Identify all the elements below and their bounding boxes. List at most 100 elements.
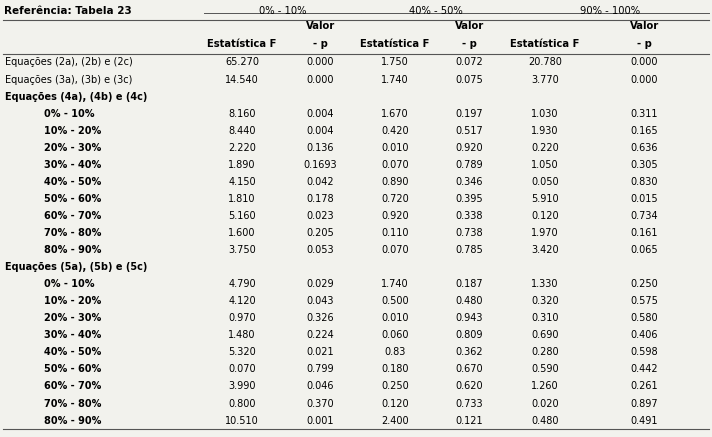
Text: Valor: Valor (455, 21, 484, 31)
Text: Valor: Valor (630, 21, 659, 31)
Text: 0.001: 0.001 (307, 416, 334, 426)
Text: 40% - 50%: 40% - 50% (43, 177, 101, 187)
Text: 0.000: 0.000 (307, 57, 334, 67)
Text: 5.910: 5.910 (531, 194, 559, 204)
Text: 0.970: 0.970 (228, 313, 256, 323)
Text: 2.220: 2.220 (228, 143, 256, 153)
Text: 0.023: 0.023 (306, 211, 334, 221)
Text: 0.305: 0.305 (631, 160, 659, 170)
Text: 0.943: 0.943 (456, 313, 483, 323)
Text: 1.890: 1.890 (228, 160, 256, 170)
Text: 0.165: 0.165 (631, 126, 659, 135)
Text: 0.000: 0.000 (631, 75, 659, 84)
Text: 0.180: 0.180 (381, 364, 409, 375)
Text: 0.261: 0.261 (631, 382, 659, 392)
Text: 5.160: 5.160 (228, 211, 256, 221)
Text: 0.161: 0.161 (631, 228, 659, 238)
Text: 0.053: 0.053 (306, 245, 334, 255)
Text: 0.224: 0.224 (306, 330, 334, 340)
Text: 0.920: 0.920 (381, 211, 409, 221)
Text: 0.800: 0.800 (228, 399, 256, 409)
Text: 0.021: 0.021 (306, 347, 334, 357)
Text: 3.750: 3.750 (228, 245, 256, 255)
Text: 4.790: 4.790 (228, 279, 256, 289)
Text: 0.362: 0.362 (456, 347, 483, 357)
Text: 90% - 100%: 90% - 100% (580, 6, 639, 16)
Text: 0.442: 0.442 (631, 364, 659, 375)
Text: 0.1693: 0.1693 (303, 160, 337, 170)
Text: 0.320: 0.320 (531, 296, 559, 306)
Text: 0.060: 0.060 (381, 330, 409, 340)
Text: 0.042: 0.042 (306, 177, 334, 187)
Text: 0.120: 0.120 (531, 211, 559, 221)
Text: Equações (5a), (5b) e (5c): Equações (5a), (5b) e (5c) (5, 262, 147, 272)
Text: 1.810: 1.810 (228, 194, 256, 204)
Text: Estatística F: Estatística F (511, 39, 580, 49)
Text: 0.121: 0.121 (456, 416, 483, 426)
Text: 0.738: 0.738 (456, 228, 483, 238)
Text: 30% - 40%: 30% - 40% (43, 330, 101, 340)
Text: 0.580: 0.580 (631, 313, 659, 323)
Text: 0.197: 0.197 (456, 109, 483, 118)
Text: 0.897: 0.897 (631, 399, 659, 409)
Text: 0.110: 0.110 (381, 228, 409, 238)
Text: 0% - 10%: 0% - 10% (43, 279, 94, 289)
Text: 0.280: 0.280 (531, 347, 559, 357)
Text: 0.070: 0.070 (381, 245, 409, 255)
Text: 0.500: 0.500 (381, 296, 409, 306)
Text: 10% - 20%: 10% - 20% (43, 296, 101, 306)
Text: 0.620: 0.620 (456, 382, 483, 392)
Text: 0.670: 0.670 (456, 364, 483, 375)
Text: 0.004: 0.004 (307, 109, 334, 118)
Text: 0.220: 0.220 (531, 143, 559, 153)
Text: 0% - 10%: 0% - 10% (258, 6, 306, 16)
Text: 8.440: 8.440 (228, 126, 256, 135)
Text: 0.370: 0.370 (306, 399, 334, 409)
Text: Equações (4a), (4b) e (4c): Equações (4a), (4b) e (4c) (5, 92, 147, 101)
Text: - p: - p (462, 39, 477, 49)
Text: 0.043: 0.043 (307, 296, 334, 306)
Text: 4.120: 4.120 (228, 296, 256, 306)
Text: 0.690: 0.690 (531, 330, 559, 340)
Text: 0.050: 0.050 (531, 177, 559, 187)
Text: 0.020: 0.020 (531, 399, 559, 409)
Text: 0.004: 0.004 (307, 126, 334, 135)
Text: 3.990: 3.990 (228, 382, 256, 392)
Text: 0.000: 0.000 (307, 75, 334, 84)
Text: Estatística F: Estatística F (207, 39, 276, 49)
Text: 0.072: 0.072 (456, 57, 483, 67)
Text: 0.83: 0.83 (384, 347, 406, 357)
Text: 0.000: 0.000 (631, 57, 659, 67)
Text: 20% - 30%: 20% - 30% (43, 143, 101, 153)
Text: 10.510: 10.510 (225, 416, 258, 426)
Text: 0.205: 0.205 (306, 228, 334, 238)
Text: 1.260: 1.260 (531, 382, 559, 392)
Text: 0.890: 0.890 (381, 177, 409, 187)
Text: 0% - 10%: 0% - 10% (43, 109, 94, 118)
Text: 20% - 30%: 20% - 30% (43, 313, 101, 323)
Text: 2.400: 2.400 (381, 416, 409, 426)
Text: 1.740: 1.740 (381, 279, 409, 289)
Text: 1.600: 1.600 (228, 228, 256, 238)
Text: 0.015: 0.015 (631, 194, 659, 204)
Text: 0.070: 0.070 (228, 364, 256, 375)
Text: 0.075: 0.075 (456, 75, 483, 84)
Text: 0.395: 0.395 (456, 194, 483, 204)
Text: 40% - 50%: 40% - 50% (43, 347, 101, 357)
Text: 0.250: 0.250 (631, 279, 659, 289)
Text: 0.789: 0.789 (456, 160, 483, 170)
Text: 1.330: 1.330 (531, 279, 559, 289)
Text: 50% - 60%: 50% - 60% (43, 364, 101, 375)
Text: 1.930: 1.930 (531, 126, 559, 135)
Text: 0.120: 0.120 (381, 399, 409, 409)
Text: 1.750: 1.750 (381, 57, 409, 67)
Text: 0.720: 0.720 (381, 194, 409, 204)
Text: Valor: Valor (305, 21, 335, 31)
Text: 70% - 80%: 70% - 80% (43, 228, 101, 238)
Text: 0.491: 0.491 (631, 416, 659, 426)
Text: 0.010: 0.010 (381, 143, 409, 153)
Text: 1.030: 1.030 (531, 109, 559, 118)
Text: 1.740: 1.740 (381, 75, 409, 84)
Text: 40% - 50%: 40% - 50% (409, 6, 462, 16)
Text: 0.326: 0.326 (306, 313, 334, 323)
